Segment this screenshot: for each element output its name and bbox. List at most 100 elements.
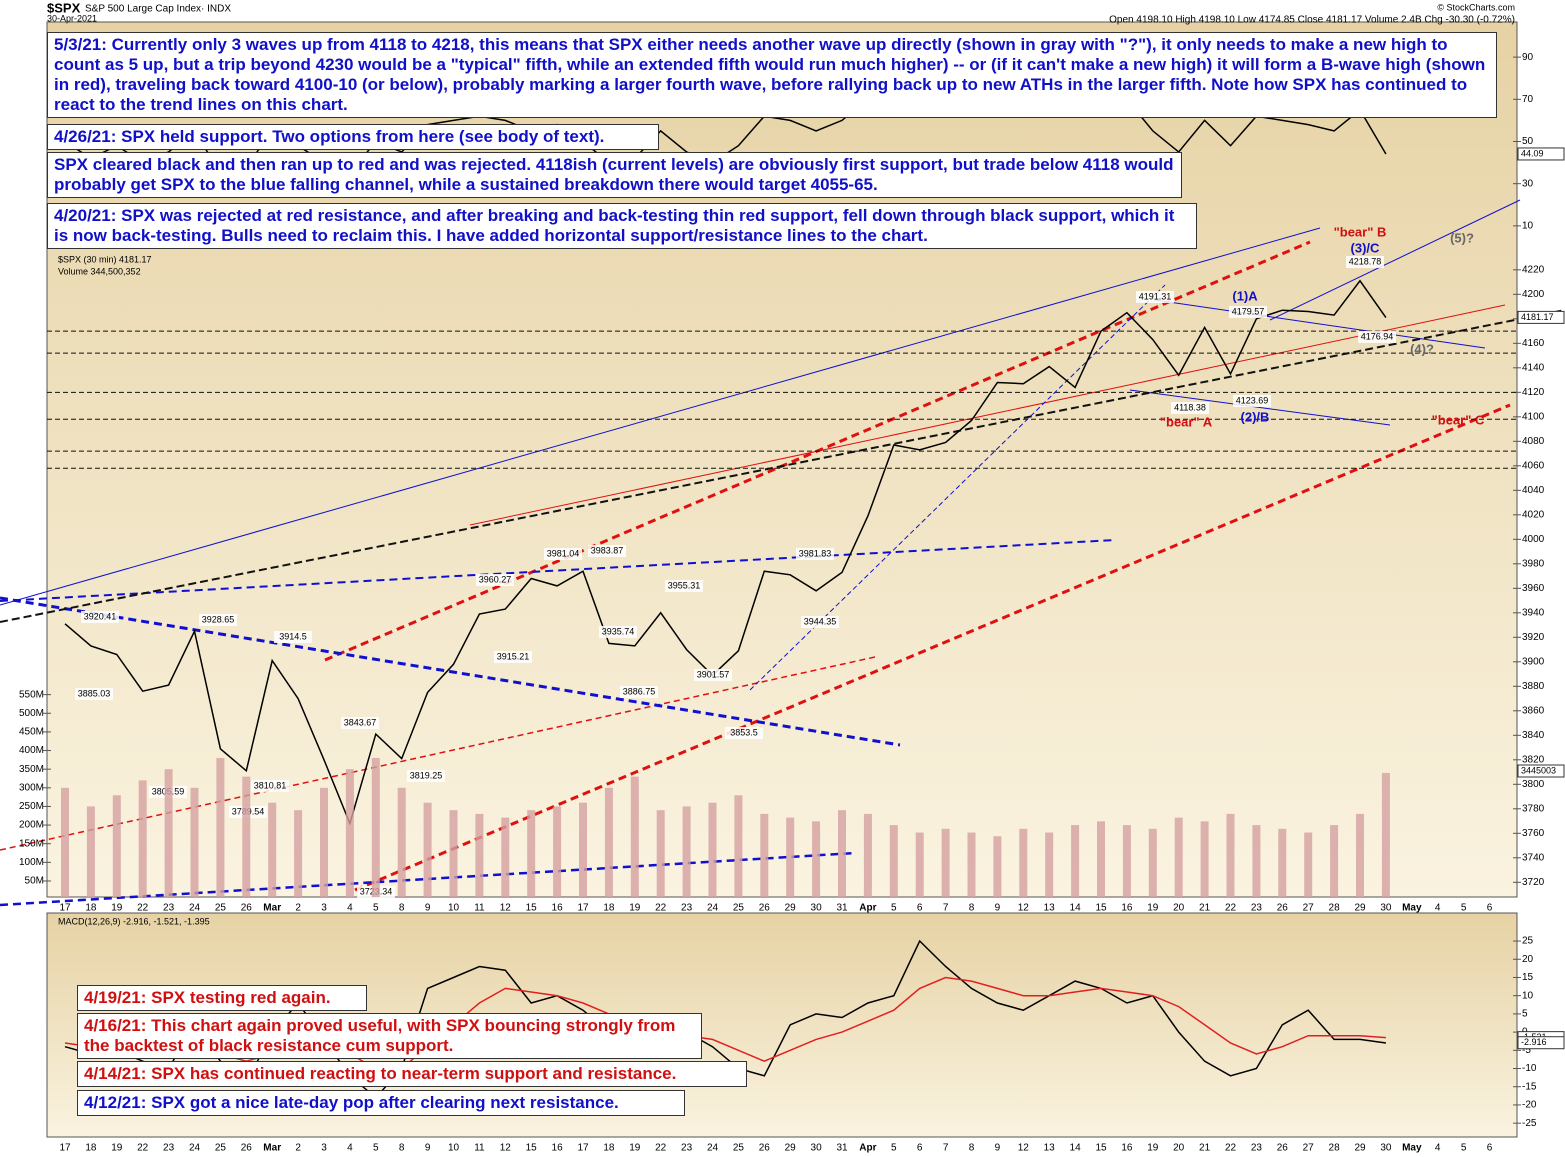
y-tick-label: 3900 [1522, 656, 1545, 667]
x-tick-label: 22 [137, 903, 149, 914]
pivot-label: 3843.67 [344, 717, 377, 727]
x-tick-label: 22 [655, 903, 667, 914]
value-tag-box [1517, 147, 1565, 161]
x-tick-label: 25 [733, 903, 745, 914]
volume-bar [915, 832, 924, 897]
x-tick-label: 19 [1147, 1143, 1159, 1154]
pivot-label-box [494, 651, 532, 663]
x-tick-label: 18 [603, 1143, 615, 1154]
x-tick-label: 14 [1070, 1143, 1082, 1154]
x-tick-label: 21 [1199, 1143, 1211, 1154]
x-tick-label: 24 [707, 903, 719, 914]
volume-bar [838, 810, 846, 897]
y-tick-label: 550M [19, 689, 44, 700]
trend-line [0, 596, 901, 747]
y-tick-label: -20 [1522, 1100, 1537, 1111]
x-tick-label: 9 [995, 1143, 1001, 1154]
pivot-label-box [796, 548, 834, 560]
x-tick-label: 30 [811, 1143, 823, 1154]
x-tick-label: 13 [1044, 903, 1056, 914]
x-tick-label: 10 [448, 903, 460, 914]
pivot-label: 3885.03 [78, 688, 111, 698]
volume-bar [812, 821, 821, 897]
y-tick-label: 30 [1522, 178, 1534, 189]
x-tick-label: 25 [733, 1143, 745, 1154]
value-tag-box [1517, 764, 1565, 778]
date: 30-Apr-2021 [47, 13, 97, 23]
x-tick-label: 31 [836, 1143, 848, 1154]
x-tick-label: 4 [1435, 903, 1441, 914]
x-tick-label: 27 [1303, 903, 1315, 914]
pivot-label-box [251, 780, 289, 792]
x-tick-label: 15 [1095, 903, 1107, 914]
y-tick-label: 50 [1522, 136, 1534, 147]
volume-bar [423, 802, 432, 897]
y-tick-label: -10 [1522, 1063, 1537, 1074]
x-tick-label: 31 [836, 903, 848, 914]
y-tick-label: 4000 [1522, 534, 1545, 545]
y-tick-label: 90 [1522, 52, 1534, 63]
pivot-label: 4218.78 [1349, 256, 1382, 266]
x-tick-label: 19 [629, 903, 641, 914]
x-tick-label: Mar [263, 1143, 281, 1154]
trend-line [0, 309, 1565, 623]
x-tick-label: 26 [759, 1143, 771, 1154]
pivot-label-box [341, 717, 379, 729]
legend: Volume 344,500,352 [58, 266, 141, 276]
y-tick-label: 150M [19, 838, 44, 849]
x-tick-label: 25 [215, 903, 227, 914]
pivot-label: 3810.81 [254, 780, 287, 790]
x-tick-label: 22 [1225, 1143, 1237, 1154]
pivot-label-box [665, 580, 703, 592]
x-tick-label: 26 [1277, 1143, 1289, 1154]
x-tick-label: 20 [1173, 1143, 1185, 1154]
volume-bar [449, 810, 458, 897]
x-tick-label: 6 [917, 903, 923, 914]
pivot-label: 3955.31 [668, 580, 701, 590]
wave-label: (1)A [1232, 288, 1258, 303]
x-tick-label: 5 [891, 1143, 897, 1154]
x-tick-label: 5 [1461, 1143, 1467, 1154]
x-tick-label: 16 [552, 1143, 564, 1154]
volume-bar [294, 810, 303, 897]
x-tick-label: 30 [1380, 903, 1392, 914]
y-tick-label: -5 [1522, 1045, 1531, 1056]
y-tick-label: 4220 [1522, 264, 1545, 275]
x-tick-label: 3 [321, 1143, 327, 1154]
x-tick-label: 9 [425, 1143, 431, 1154]
volume-bar [475, 813, 484, 897]
volume-bar [242, 776, 251, 897]
x-tick-label: 17 [577, 903, 589, 914]
pivot-label: 3915.21 [497, 651, 530, 661]
x-tick-label: 17 [59, 1143, 71, 1154]
y-tick-label: 50M [25, 876, 44, 887]
pivot-label: 3853.5 [730, 727, 758, 737]
y-tick-label: 4060 [1522, 460, 1545, 471]
x-tick-label: 6 [917, 1143, 923, 1154]
x-tick-label: 28 [1329, 1143, 1341, 1154]
x-tick-label: 19 [629, 1143, 641, 1154]
y-tick-label: 3840 [1522, 730, 1545, 741]
trend-line [0, 227, 1321, 606]
x-tick-label: 9 [995, 903, 1001, 914]
x-tick-label: 4 [1435, 1143, 1441, 1154]
volume-bar [1148, 828, 1157, 897]
x-tick-label: 5 [891, 903, 897, 914]
value-tag: 3445003 [1521, 765, 1556, 775]
note: 4/20/21: SPX was rejected at red resista… [47, 203, 1197, 249]
x-tick-label: 22 [655, 1143, 667, 1154]
volume-bar [682, 806, 691, 897]
y-tick-label: 3760 [1522, 828, 1545, 839]
x-tick-label: 23 [1251, 903, 1263, 914]
trend-line [1154, 299, 1486, 349]
x-tick-label: 20 [1173, 903, 1185, 914]
y-tick-label: -15 [1522, 1081, 1537, 1092]
x-tick-label: 7 [943, 1143, 949, 1154]
x-tick-label: 17 [59, 903, 71, 914]
x-tick-label: 6 [1487, 1143, 1493, 1154]
volume-bar [164, 769, 173, 897]
volume-bar [1097, 821, 1105, 897]
volume-bar [501, 817, 510, 897]
x-tick-label: 10 [448, 1143, 460, 1154]
pivot-label: 3920.41 [84, 611, 117, 621]
